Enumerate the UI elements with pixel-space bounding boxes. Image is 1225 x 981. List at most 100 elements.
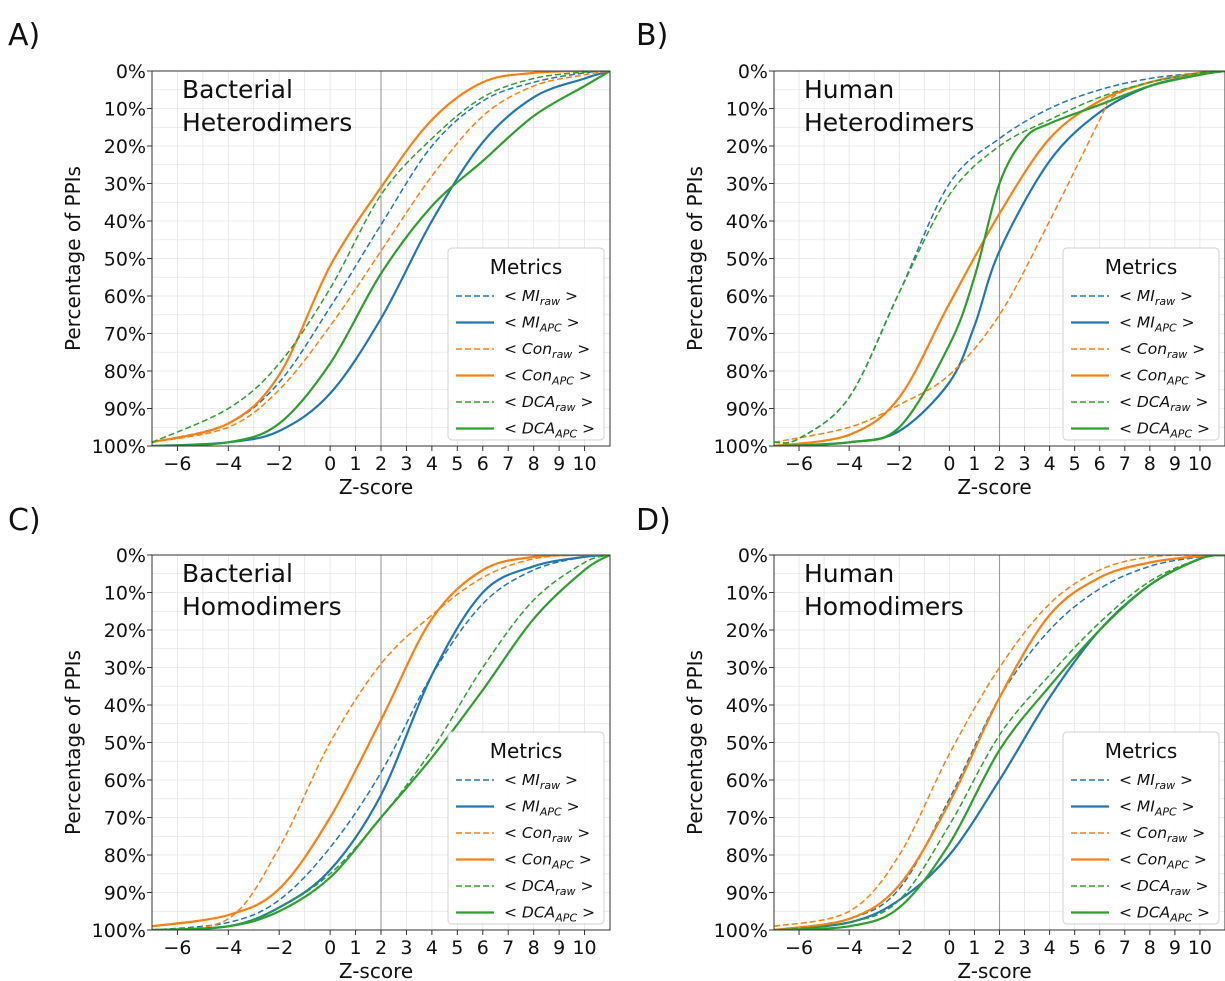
x-tick-label: 6	[1094, 937, 1106, 959]
legend: Metrics < MIraw > < MIAPC > < Conraw > < Con…	[1062, 247, 1220, 441]
y-tick-label: 70%	[104, 808, 146, 830]
x-tick-label: −4	[214, 937, 242, 959]
x-tick-label: 8	[1144, 453, 1156, 475]
x-axis-label: Z-score	[957, 959, 1031, 981]
legend-entry: < MIraw >	[1119, 771, 1193, 792]
series-group	[774, 71, 1225, 446]
panel-title-line: Bacterial	[182, 559, 293, 588]
y-tick-label: 50%	[726, 249, 768, 271]
x-tick-label: 5	[451, 937, 463, 959]
legend-title: Metrics	[490, 255, 563, 279]
x-tick-label: 0	[324, 453, 336, 475]
y-axis-label: Percentage of PPIs	[683, 650, 707, 835]
x-tick-label: 4	[1044, 453, 1056, 475]
x-tick-label: −4	[214, 453, 242, 475]
y-tick-label: 20%	[726, 136, 768, 158]
panel-title-line: Homodimers	[182, 592, 342, 621]
y-tick-label: 10%	[104, 99, 146, 121]
legend-entry: < DCAAPC >	[504, 420, 595, 441]
x-tick-label: −6	[785, 453, 813, 475]
legend-entry: < DCAraw >	[504, 877, 593, 898]
x-tick-label: 10	[572, 937, 596, 959]
series-line-orange-dashed	[152, 555, 610, 930]
y-tick-label: 30%	[104, 174, 146, 196]
y-tick-label: 40%	[104, 695, 146, 717]
legend: Metrics < MIraw > < MIAPC > < Conraw > < Con…	[447, 247, 605, 441]
x-tick-label: −6	[785, 937, 813, 959]
y-tick-label: 70%	[726, 324, 768, 346]
y-tick-label: 30%	[726, 658, 768, 680]
x-tick-label: 6	[477, 453, 489, 475]
panel-title-line: Heterodimers	[182, 108, 352, 137]
x-tick-label: 8	[528, 453, 540, 475]
legend-entry: < MIraw >	[1119, 287, 1193, 308]
x-tick-label: 9	[553, 453, 565, 475]
series-line-orange-dashed	[152, 71, 610, 444]
y-tick-label: 10%	[726, 99, 768, 121]
x-tick-label: 7	[1119, 453, 1131, 475]
legend-entry: < ConAPC >	[1119, 367, 1207, 388]
x-tick-label: −6	[163, 937, 191, 959]
legend: Metrics < MIraw > < MIAPC > < Conraw > < Con…	[447, 731, 605, 925]
x-tick-label: 4	[1044, 937, 1056, 959]
x-tick-label: 4	[426, 453, 438, 475]
y-tick-label: 90%	[726, 399, 768, 421]
x-tick-label: 7	[1119, 937, 1131, 959]
series-line-green-dashed	[774, 71, 1225, 444]
x-tick-label: 8	[1144, 937, 1156, 959]
x-tick-label: 10	[1188, 937, 1212, 959]
x-tick-label: −2	[885, 453, 913, 475]
x-tick-label: 4	[426, 937, 438, 959]
legend-entry: < ConAPC >	[504, 851, 592, 872]
y-tick-label: 80%	[726, 361, 768, 383]
y-tick-label: 40%	[104, 211, 146, 233]
series-group	[152, 71, 610, 446]
x-tick-label: −6	[163, 453, 191, 475]
x-tick-label: −2	[265, 453, 293, 475]
x-tick-label: 10	[572, 453, 596, 475]
x-tick-label: 1	[350, 937, 362, 959]
y-tick-label: 80%	[104, 845, 146, 867]
y-tick-label: 60%	[104, 286, 146, 308]
x-tick-label: 7	[502, 937, 514, 959]
series-line-orange-solid	[152, 71, 610, 444]
y-tick-label: 10%	[104, 583, 146, 605]
legend-entry: < ConAPC >	[504, 367, 592, 388]
series-line-green-dashed	[774, 555, 1225, 930]
y-tick-label: 50%	[104, 249, 146, 271]
y-tick-label: 50%	[104, 733, 146, 755]
x-axis-label: Z-score	[339, 959, 413, 981]
x-tick-label: 6	[1094, 453, 1106, 475]
panel-title-line: Human	[804, 559, 894, 588]
series-line-blue-solid	[152, 71, 610, 446]
x-tick-label: 5	[1069, 937, 1081, 959]
series-line-green-dashed	[152, 555, 610, 930]
legend-entry: < ConAPC >	[1119, 851, 1207, 872]
legend-entry: < DCAraw >	[504, 393, 593, 414]
y-tick-label: 100%	[714, 920, 768, 942]
series-line-green-solid	[152, 71, 610, 446]
x-tick-label: −2	[265, 937, 293, 959]
series-line-green-dashed	[152, 71, 610, 443]
panel-letter: D)	[636, 503, 671, 538]
y-tick-label: 0%	[738, 545, 768, 567]
x-tick-label: 6	[477, 937, 489, 959]
x-tick-label: 7	[502, 453, 514, 475]
x-tick-label: −4	[835, 453, 863, 475]
series-line-green-solid	[774, 71, 1225, 446]
chart-panel-3: 0% 10% 20% 30% 40% 50% 60% 70% 80% 90% 100% −6 −4 −2 0…	[8, 503, 611, 981]
y-tick-label: 50%	[726, 733, 768, 755]
x-tick-label: 0	[324, 937, 336, 959]
x-tick-label: 2	[993, 937, 1005, 959]
x-tick-label: −2	[885, 937, 913, 959]
panel-title-line: Bacterial	[182, 75, 293, 104]
chart-panel-1: 0% 10% 20% 30% 40% 50% 60% 70% 80% 90% 100% −6 −4 −2 0…	[8, 18, 611, 499]
x-tick-label: 0	[943, 937, 955, 959]
y-tick-label: 80%	[104, 361, 146, 383]
series-line-orange-solid	[774, 555, 1225, 930]
x-tick-label: 5	[1069, 453, 1081, 475]
x-axis-label: Z-score	[339, 475, 413, 499]
legend-entry: < MIraw >	[504, 287, 578, 308]
x-tick-label: 1	[968, 453, 980, 475]
x-tick-label: 5	[451, 453, 463, 475]
